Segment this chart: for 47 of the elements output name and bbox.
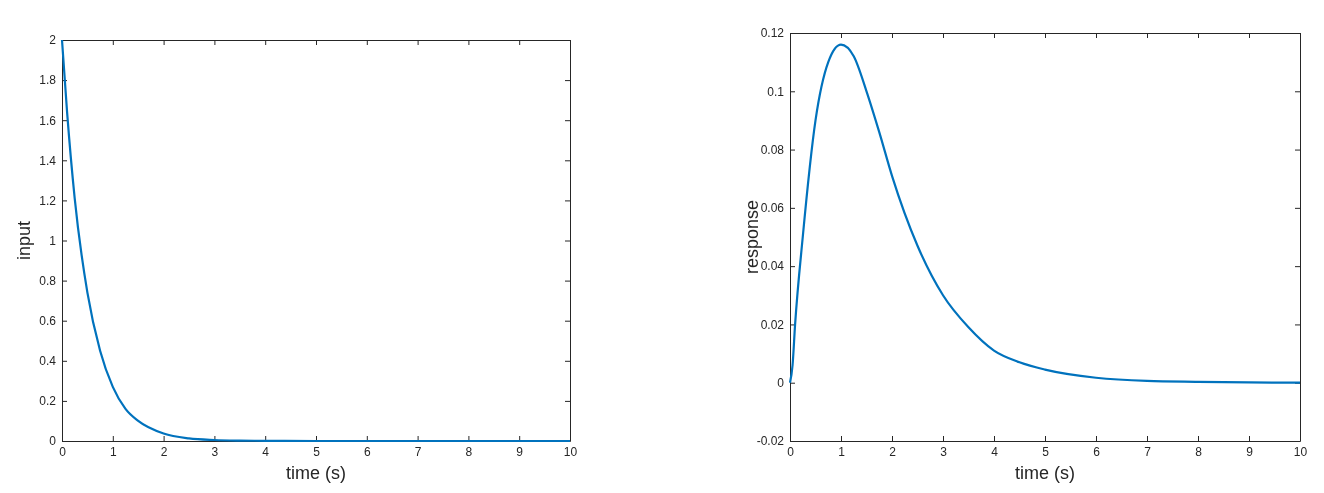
x-tick-label: 9: [516, 444, 524, 459]
x-tick-label: 8: [1195, 444, 1203, 459]
y-tick-label: 0.2: [39, 394, 57, 409]
x-tick-label: 8: [465, 444, 473, 459]
x-tick-label: 2: [160, 444, 168, 459]
x-tick-label: 10: [563, 444, 578, 459]
y-tick-label: 0: [49, 434, 57, 449]
x-tick-label: 5: [1042, 444, 1050, 459]
x-axis-title: time (s): [1015, 463, 1075, 483]
y-tick-label: 1.4: [39, 153, 57, 168]
x-tick-label: 0: [59, 444, 67, 459]
x-tick-label: 3: [211, 444, 219, 459]
y-tick-label: 0.02: [760, 317, 785, 332]
y-tick-label: 0.12: [760, 26, 785, 41]
x-axis-title: time (s): [286, 463, 346, 483]
x-tick-label: 5: [313, 444, 321, 459]
x-tick-label: 2: [889, 444, 897, 459]
x-tick-label: 6: [1093, 444, 1101, 459]
line-series: [788, 43, 1302, 384]
y-tick-label: 0.04: [760, 259, 785, 274]
x-tick-label: 1: [109, 444, 117, 459]
y-tick-label: 0.4: [39, 354, 57, 369]
x-tick-label: 3: [940, 444, 948, 459]
y-axis-title: input: [14, 220, 34, 261]
y-tick-label: -0.02: [756, 434, 785, 449]
y-tick-label: 1.8: [39, 73, 57, 88]
y-tick-label: 0.8: [39, 273, 57, 288]
x-tick-label: 4: [262, 444, 270, 459]
x-tick-label: 1: [838, 444, 846, 459]
y-tick-label: 0: [777, 376, 785, 391]
x-tick-label: 10: [1293, 444, 1308, 459]
y-tick-label: 0.08: [760, 142, 785, 157]
y-tick-label: 0.1: [767, 84, 785, 99]
x-tick-label: 7: [414, 444, 422, 459]
y-tick-label: 1.2: [39, 193, 57, 208]
x-tick-label: 0: [787, 444, 795, 459]
y-tick-label: 1: [49, 233, 57, 248]
x-tick-label: 6: [363, 444, 371, 459]
y-tick-label: 2: [49, 33, 57, 48]
line-series: [60, 38, 572, 443]
y-tick-label: 1.6: [39, 113, 57, 128]
x-tick-label: 9: [1246, 444, 1254, 459]
y-tick-label: 0.06: [760, 201, 785, 216]
x-tick-label: 7: [1144, 444, 1152, 459]
y-axis-title: response: [742, 199, 762, 275]
y-tick-label: 0.6: [39, 314, 57, 329]
x-tick-label: 4: [991, 444, 999, 459]
